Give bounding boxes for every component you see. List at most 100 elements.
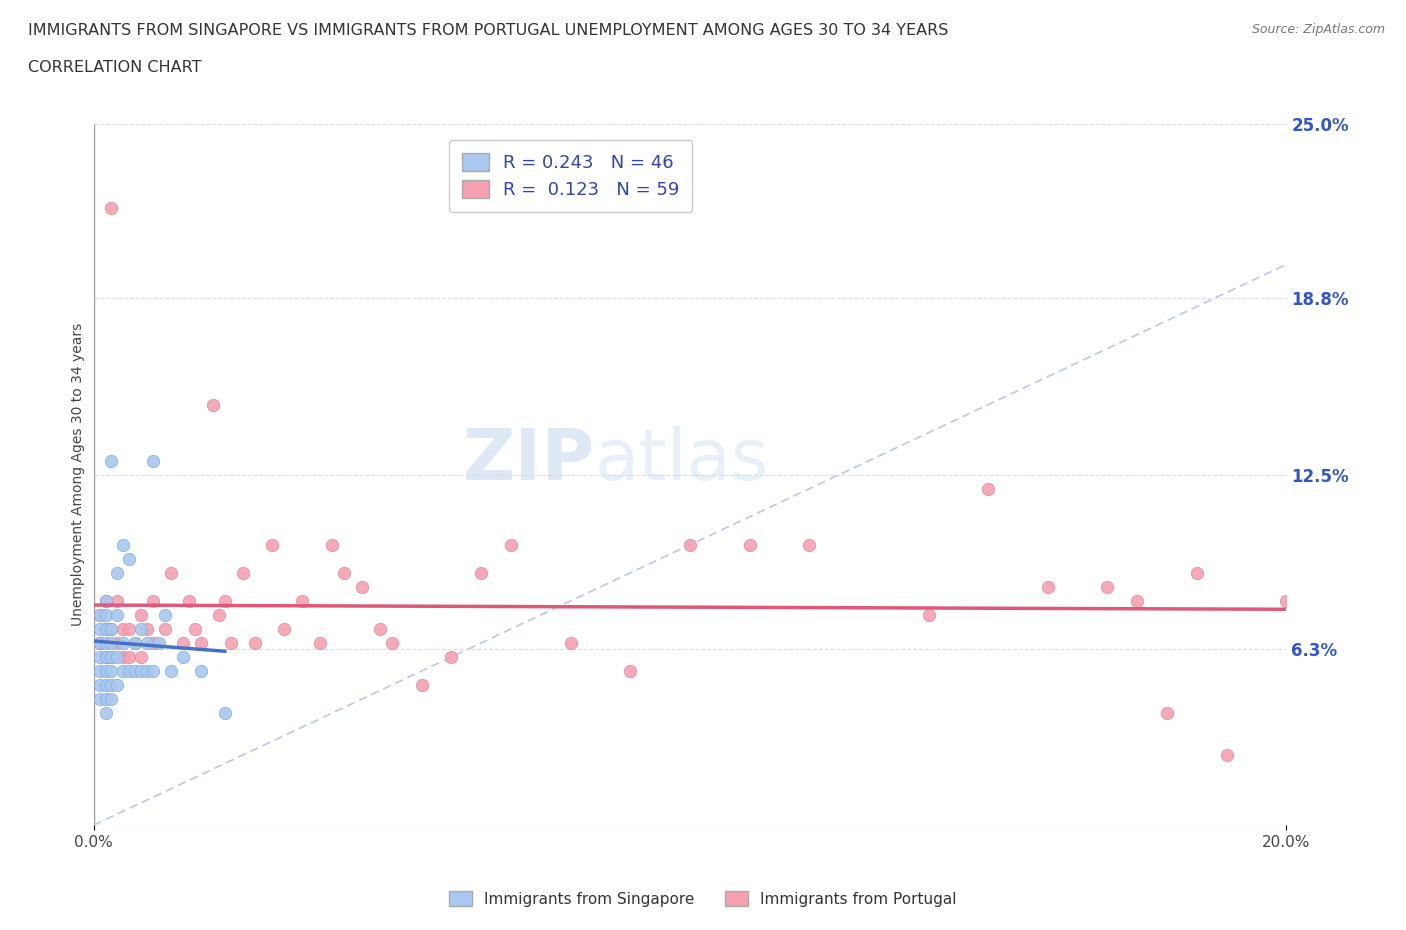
Point: [94, 663, 117, 678]
Point: [112, 621, 135, 636]
Point: [219, 635, 242, 650]
Point: [560, 635, 582, 650]
Point: [100, 453, 122, 468]
Point: [136, 635, 159, 650]
Point: [100, 201, 122, 216]
Point: [94, 649, 117, 664]
Text: Source: ZipAtlas.com: Source: ZipAtlas.com: [1251, 23, 1385, 36]
Point: [112, 649, 135, 664]
Point: [232, 565, 254, 580]
Point: [172, 649, 194, 664]
Point: [94, 621, 117, 636]
Point: [112, 663, 135, 678]
Y-axis label: Unemployment Among Ages 30 to 34 years: Unemployment Among Ages 30 to 34 years: [72, 323, 86, 627]
Point: [499, 538, 522, 552]
Point: [190, 635, 212, 650]
Point: [148, 635, 170, 650]
Point: [100, 678, 122, 693]
Point: [94, 635, 117, 650]
Point: [94, 607, 117, 622]
Point: [89, 649, 111, 664]
Point: [440, 649, 463, 664]
Point: [917, 607, 939, 622]
Point: [107, 607, 129, 622]
Point: [100, 635, 122, 650]
Point: [89, 663, 111, 678]
Point: [89, 607, 111, 622]
Point: [243, 635, 266, 650]
Point: [94, 649, 117, 664]
Point: [142, 663, 165, 678]
Point: [107, 565, 129, 580]
Point: [1185, 565, 1208, 580]
Point: [1036, 579, 1059, 594]
Point: [619, 663, 641, 678]
Point: [100, 663, 122, 678]
Point: [118, 649, 141, 664]
Point: [118, 663, 141, 678]
Point: [172, 635, 194, 650]
Point: [291, 593, 314, 608]
Point: [107, 593, 129, 608]
Point: [124, 635, 146, 650]
Point: [107, 649, 129, 664]
Point: [738, 538, 761, 552]
Point: [977, 482, 1000, 497]
Point: [1275, 593, 1298, 608]
Legend: Immigrants from Singapore, Immigrants from Portugal: Immigrants from Singapore, Immigrants fr…: [443, 885, 963, 913]
Point: [201, 397, 224, 412]
Point: [208, 607, 231, 622]
Text: IMMIGRANTS FROM SINGAPORE VS IMMIGRANTS FROM PORTUGAL UNEMPLOYMENT AMONG AGES 30: IMMIGRANTS FROM SINGAPORE VS IMMIGRANTS …: [28, 23, 949, 38]
Point: [1156, 706, 1178, 721]
Point: [124, 635, 146, 650]
Point: [1126, 593, 1149, 608]
Point: [142, 593, 165, 608]
Point: [333, 565, 356, 580]
Point: [142, 635, 165, 650]
Point: [112, 635, 135, 650]
Point: [177, 593, 200, 608]
Point: [94, 692, 117, 707]
Point: [1097, 579, 1119, 594]
Point: [153, 607, 176, 622]
Point: [89, 635, 111, 650]
Point: [262, 538, 284, 552]
Point: [94, 678, 117, 693]
Point: [309, 635, 332, 650]
Point: [100, 692, 122, 707]
Point: [129, 649, 152, 664]
Point: [136, 621, 159, 636]
Point: [470, 565, 492, 580]
Point: [124, 663, 146, 678]
Point: [190, 663, 212, 678]
Point: [94, 706, 117, 721]
Point: [679, 538, 702, 552]
Point: [321, 538, 343, 552]
Point: [129, 621, 152, 636]
Point: [214, 706, 236, 721]
Point: [136, 663, 159, 678]
Point: [368, 621, 391, 636]
Point: [89, 692, 111, 707]
Point: [100, 621, 122, 636]
Point: [184, 621, 207, 636]
Point: [1215, 748, 1237, 763]
Point: [107, 678, 129, 693]
Point: [160, 663, 183, 678]
Text: ZIP: ZIP: [463, 426, 595, 495]
Text: CORRELATION CHART: CORRELATION CHART: [28, 60, 201, 75]
Point: [129, 607, 152, 622]
Point: [89, 607, 111, 622]
Point: [118, 551, 141, 566]
Point: [118, 621, 141, 636]
Point: [214, 593, 236, 608]
Point: [799, 538, 821, 552]
Point: [112, 538, 135, 552]
Point: [350, 579, 373, 594]
Point: [94, 621, 117, 636]
Point: [89, 621, 111, 636]
Point: [381, 635, 404, 650]
Point: [129, 663, 152, 678]
Legend: R = 0.243   N = 46, R =  0.123   N = 59: R = 0.243 N = 46, R = 0.123 N = 59: [449, 140, 692, 211]
Point: [142, 453, 165, 468]
